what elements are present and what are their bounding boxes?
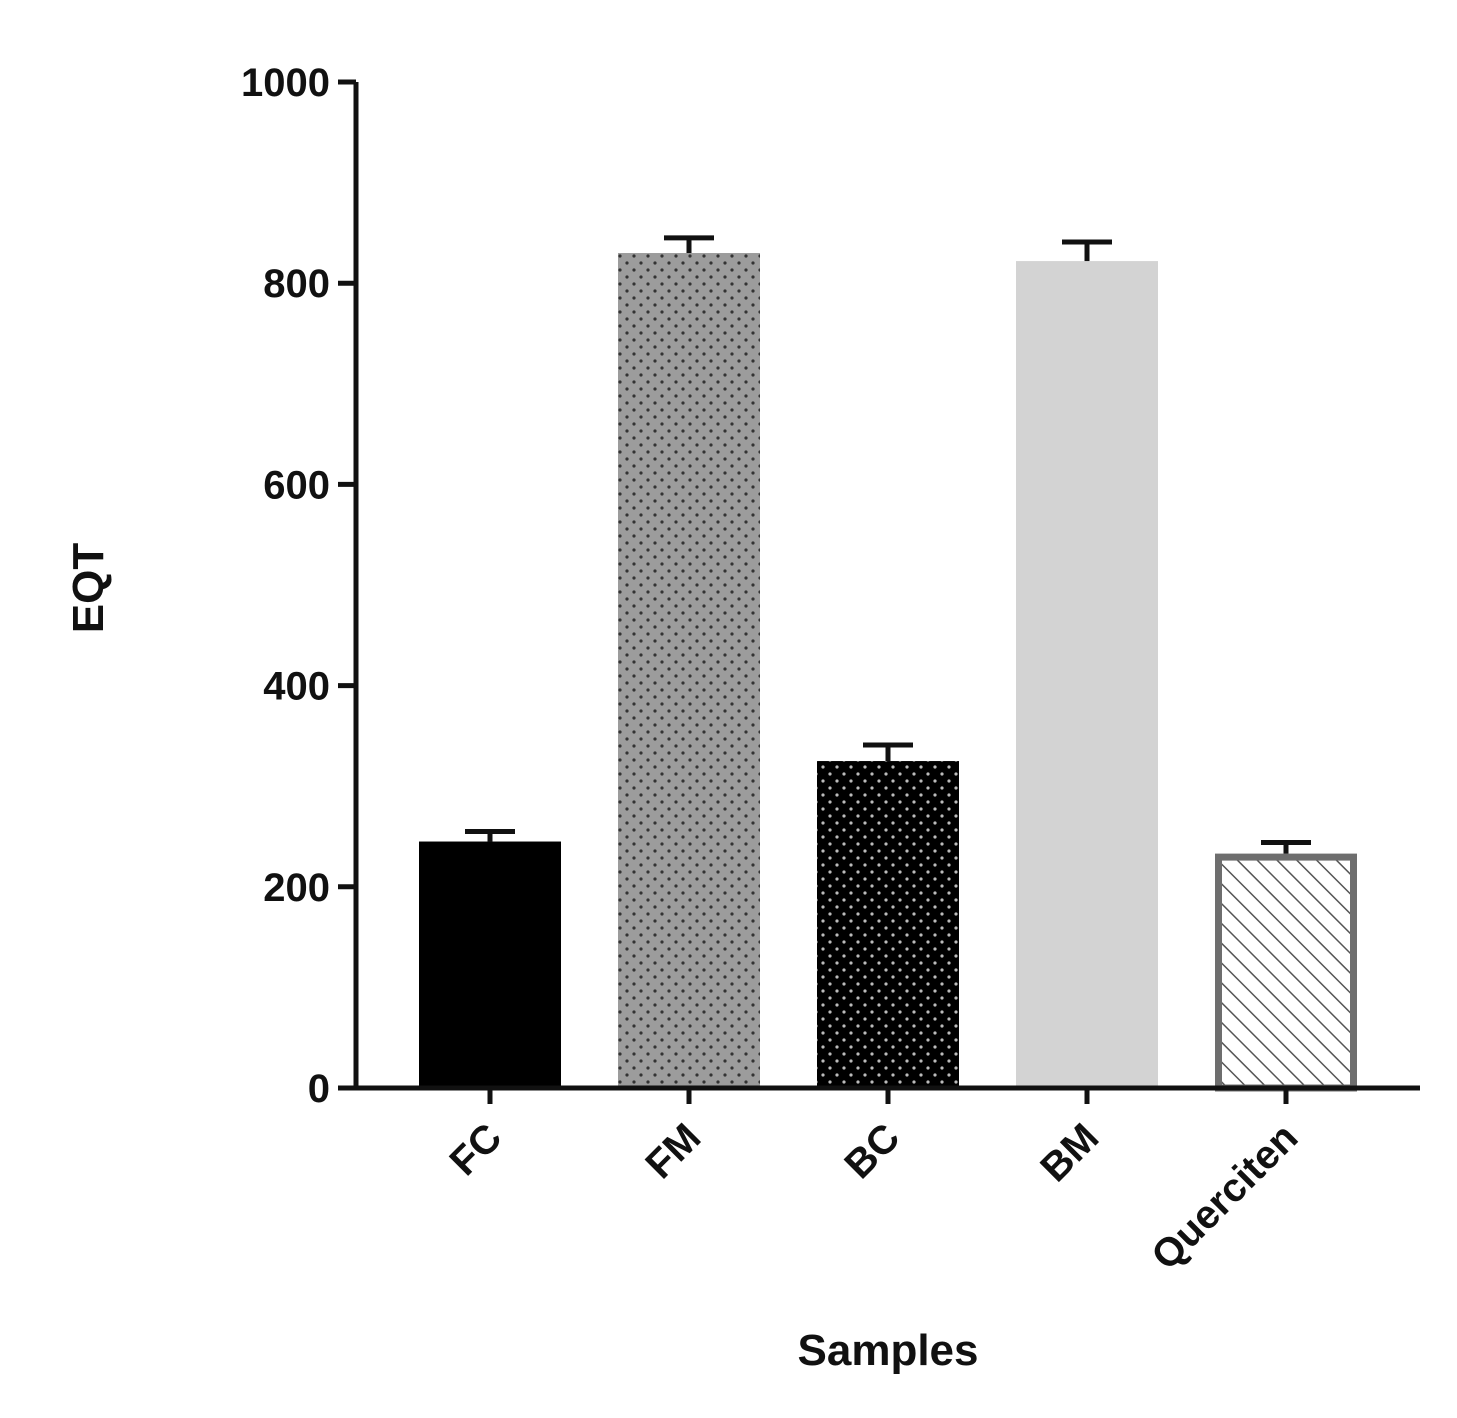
x-tick-label-querciten: Querciten xyxy=(1143,1115,1306,1278)
error-bars-group xyxy=(465,235,1311,854)
x-tick-label-bc: BC xyxy=(836,1115,908,1187)
bar-fc xyxy=(419,841,561,1088)
y-tick-label-400: 400 xyxy=(263,665,330,709)
bar-bc xyxy=(817,761,959,1088)
axes-group: FC FM BC BM Querciten 0 200 400 600 800 1000 xyxy=(241,61,1420,1278)
y-tick-label-1000: 1000 xyxy=(241,61,330,105)
bars-group xyxy=(419,253,1357,1092)
bar-bm xyxy=(1016,261,1158,1088)
y-tick-label-0: 0 xyxy=(308,1067,330,1111)
x-tick-label-fc: FC xyxy=(442,1115,511,1184)
bar-fm xyxy=(618,253,760,1088)
y-tick-label-600: 600 xyxy=(263,463,330,507)
y-tick-label-200: 200 xyxy=(263,866,330,910)
y-axis-title: EQT xyxy=(64,543,113,634)
x-axis-title: Samples xyxy=(798,1326,979,1375)
x-tick-label-fm: FM xyxy=(637,1115,709,1187)
x-tick-label-bm: BM xyxy=(1032,1115,1107,1190)
bar-querciten xyxy=(1215,853,1357,1092)
y-tick-label-800: 800 xyxy=(263,262,330,306)
